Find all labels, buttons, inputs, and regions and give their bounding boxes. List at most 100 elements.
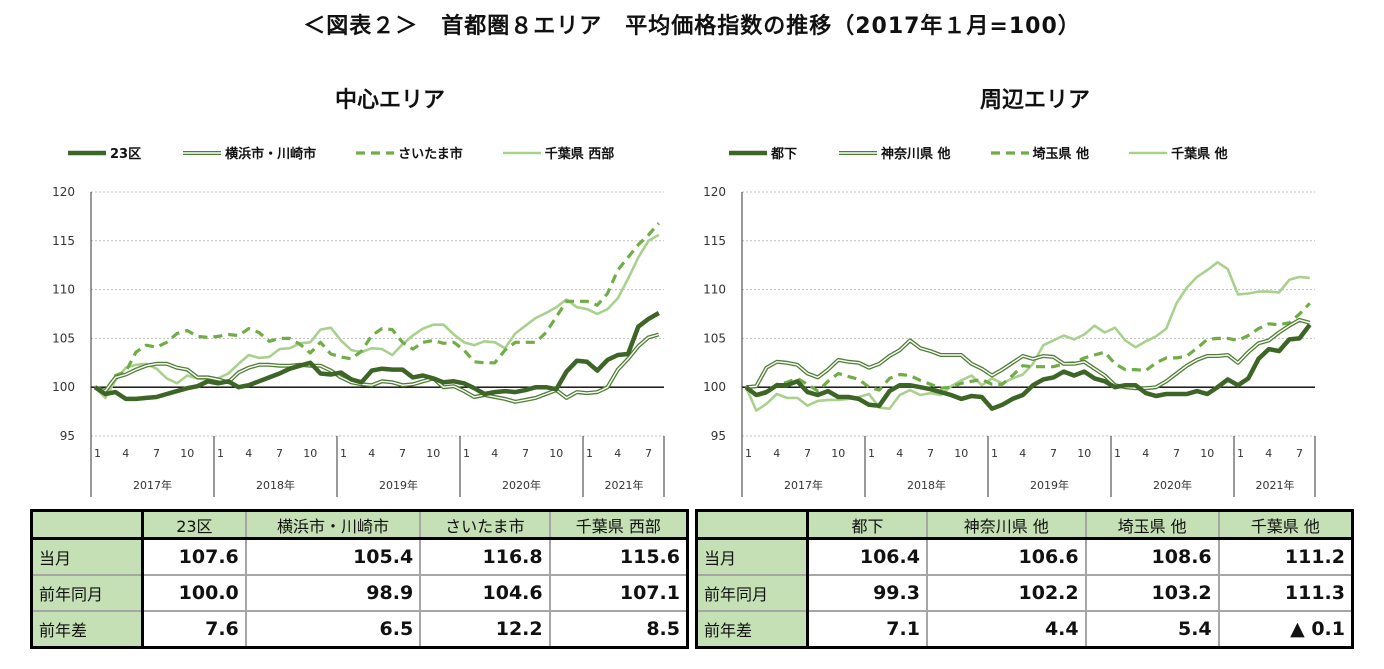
x-month-label: 4 (896, 447, 903, 460)
column-header: 都下 (806, 509, 928, 540)
x-month-label: 10 (426, 447, 440, 460)
table-cell: 8.5 (548, 610, 689, 649)
legend-item: 埼玉県 他 (989, 143, 1090, 162)
table-cell: 107.6 (141, 537, 247, 576)
table-cell: 111.2 (1217, 537, 1354, 576)
y-tick-label: 115 (703, 234, 726, 248)
x-month-label: 1 (340, 447, 347, 460)
y-tick-label: 120 (52, 185, 75, 199)
x-month-label: 7 (276, 447, 283, 460)
legend-swatch-icon (502, 151, 541, 154)
x-month-label: 4 (1019, 447, 1026, 460)
column-header (695, 509, 809, 540)
column-header (30, 509, 144, 540)
table-cell: 108.6 (1084, 537, 1220, 576)
table-cell: 4.4 (925, 610, 1087, 649)
column-header: 千葉県 他 (1217, 509, 1354, 540)
legend-label: 千葉県 西部 (544, 147, 615, 162)
column-header: 埼玉県 他 (1084, 509, 1220, 540)
legend-swatch-icon (990, 150, 1029, 155)
row-label: 前年差 (30, 610, 144, 649)
x-month-label: 4 (1142, 447, 1149, 460)
table-row: 前年同月 99.3 102.2 103.2 111.3 (695, 574, 1354, 612)
row-label: 前年同月 (30, 574, 144, 612)
x-month-label: 4 (614, 447, 621, 460)
table-cell: 12.2 (419, 610, 551, 649)
series-line-2 (94, 222, 661, 394)
series-line-3 (744, 261, 1310, 412)
column-header: さいたま市 (419, 509, 551, 540)
row-label: 前年差 (695, 610, 809, 649)
x-month-label: 7 (399, 447, 406, 460)
row-label: 前年同月 (695, 574, 809, 612)
x-month-label: 4 (773, 447, 780, 460)
table-cell: 106.6 (925, 537, 1087, 576)
table-row: 当月 106.4 106.6 108.6 111.2 (695, 537, 1354, 576)
legend-swatch-icon (839, 150, 878, 155)
x-year-label: 2020年 (1153, 478, 1192, 492)
legend-label: 神奈川県 他 (881, 147, 951, 162)
table-row: 前年差 7.1 4.4 5.4 ▲ 0.1 (695, 610, 1354, 649)
right-legend: 都下 神奈川県 他 埼玉県 他 千葉県 他 (727, 143, 1228, 162)
column-header: 神奈川県 他 (925, 509, 1087, 540)
right-chart-title: 周辺エリア (980, 88, 1091, 113)
legend-swatch-icon (1129, 151, 1168, 154)
y-tick-label: 110 (52, 283, 75, 297)
x-year-label: 2017年 (133, 478, 172, 492)
x-month-label: 4 (245, 447, 252, 460)
table-cell: 106.4 (806, 537, 928, 576)
table-row: 前年同月 100.0 98.9 104.6 107.1 (30, 574, 689, 612)
x-month-label: 10 (1200, 447, 1214, 460)
x-year-label: 2021年 (605, 478, 644, 492)
x-month-label: 1 (94, 447, 101, 460)
table-cell: 6.5 (244, 610, 422, 649)
x-month-label: 1 (991, 447, 998, 460)
series-line-0 (93, 311, 660, 402)
x-year-label: 2018年 (256, 478, 295, 492)
y-tick-label: 100 (703, 380, 726, 394)
y-tick-label: 105 (52, 331, 75, 345)
left-chart-title: 中心エリア (335, 88, 446, 113)
legend-label: 都下 (771, 147, 798, 162)
row-label: 当月 (30, 537, 144, 576)
legend-label: 千葉県 他 (1171, 147, 1228, 162)
legend-swatch-icon (183, 150, 222, 155)
x-month-label: 1 (868, 447, 875, 460)
y-tick-label: 115 (52, 234, 75, 248)
x-month-label: 10 (831, 447, 845, 460)
left-legend: 23区 横浜市・川崎市 さいたま市 千葉県 西部 (66, 143, 614, 162)
column-header: 千葉県 西部 (548, 509, 689, 540)
x-month-label: 1 (1114, 447, 1121, 460)
main-title: ＜図表２＞ 首都圏８エリア 平均価格指数の推移（2017年１月=100） (303, 14, 1081, 39)
y-tick-label: 95 (711, 429, 726, 443)
table-cell: ▲ 0.1 (1217, 610, 1354, 649)
legend-item: 都下 (727, 143, 797, 162)
legend-swatch-icon (729, 150, 767, 155)
x-year-label: 2021年 (1256, 478, 1295, 492)
x-month-label: 4 (491, 447, 498, 460)
x-month-label: 7 (1296, 447, 1303, 460)
legend-item: 神奈川県 他 (837, 143, 951, 162)
right-summary-table: 都下 神奈川県 他埼玉県 他千葉県 他当月 106.4 106.6 108.6 111.2… (695, 509, 1354, 649)
table-cell: 7.1 (806, 610, 928, 649)
table-cell: 105.4 (244, 537, 422, 576)
legend-label: 23区 (110, 147, 142, 162)
x-month-label: 10 (303, 447, 317, 460)
table-cell: 115.6 (548, 537, 689, 576)
table-cell: 103.2 (1084, 574, 1220, 612)
table-cell: 107.1 (548, 574, 689, 612)
table-cell: 116.8 (419, 537, 551, 576)
x-year-label: 2019年 (1030, 478, 1069, 492)
y-tick-label: 95 (60, 429, 75, 443)
x-month-label: 4 (1265, 447, 1272, 460)
legend-item: 横浜市・川崎市 (181, 143, 316, 162)
column-header: 23区 (141, 509, 247, 540)
y-tick-label: 110 (703, 283, 726, 297)
table-row: 当月 107.6 105.4 116.8 115.6 (30, 537, 689, 576)
table-cell: 102.2 (925, 574, 1087, 612)
table-cell: 7.6 (141, 610, 247, 649)
legend-label: 埼玉県 他 (1032, 147, 1090, 162)
table-cell: 111.3 (1217, 574, 1354, 612)
table-header-row: 都下 神奈川県 他埼玉県 他千葉県 他 (695, 509, 1354, 540)
